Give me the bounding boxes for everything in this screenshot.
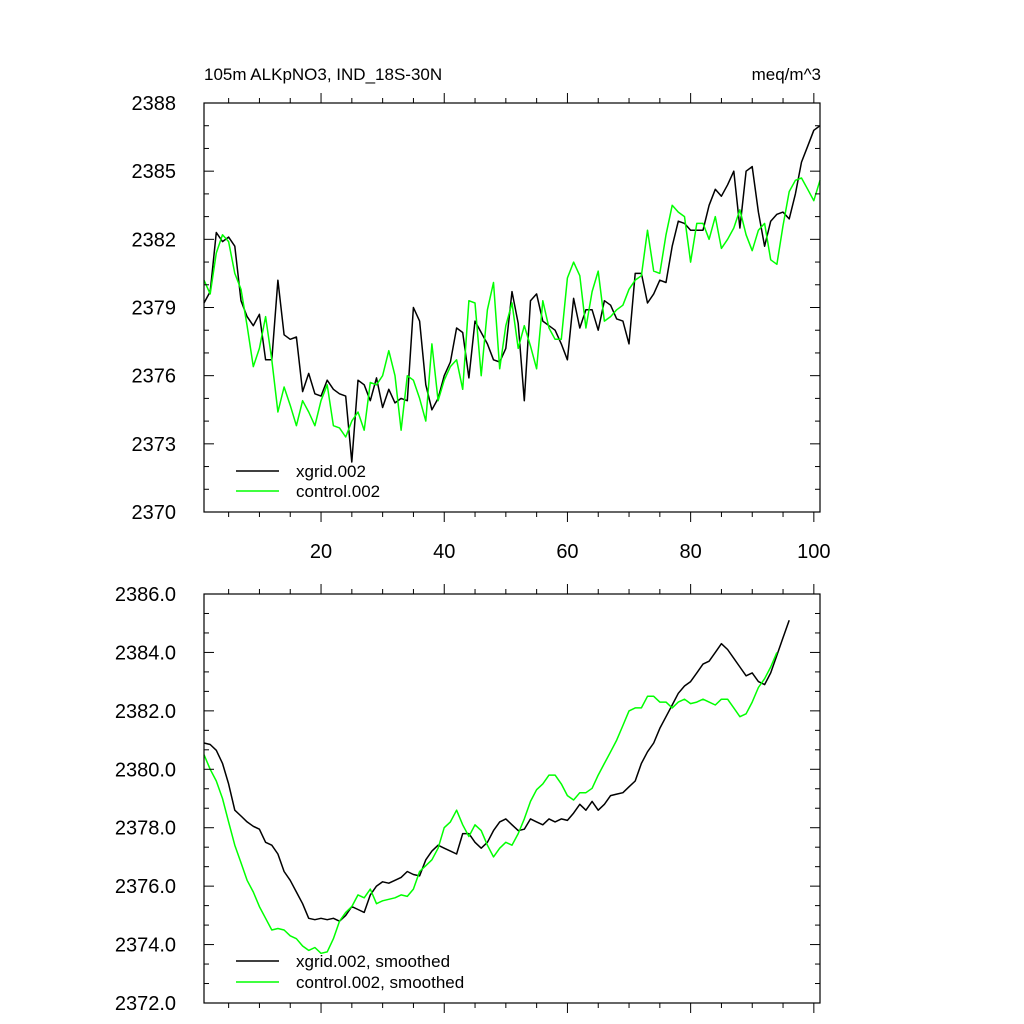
y-tick-label: 2384.0 (115, 642, 176, 664)
x-tick-label: 60 (556, 541, 578, 563)
y-tick-label: 2374.0 (115, 935, 176, 957)
y-tick-label: 2382 (132, 229, 177, 251)
top-axes: 2370 2373 2376 2379 2382 2385 2388 20 40 60 80 100 (132, 93, 831, 563)
legend-label-control: control.002 (296, 482, 380, 501)
y-tick-label: 2385 (132, 161, 177, 183)
top-legend: xgrid.002 control.002 (236, 462, 380, 501)
y-tick-label: 2376.0 (115, 876, 176, 898)
bottom-series-line-xgrid (203, 620, 790, 922)
bottom-series-lines (203, 620, 790, 955)
x-tick-label: 20 (310, 541, 332, 563)
top-series-line-xgrid (203, 125, 821, 463)
y-tick-label: 2382.0 (115, 701, 176, 723)
x-tick-label: 100 (797, 541, 830, 563)
y-tick-label: 2370 (132, 502, 177, 524)
x-tick-label: 80 (680, 541, 702, 563)
y-tick-label: 2373 (132, 434, 177, 456)
top-title: 105m ALKpNO3, IND_18S-30N (204, 65, 442, 84)
legend-label-xgrid: xgrid.002 (296, 462, 366, 481)
x-tick-label: 40 (433, 541, 455, 563)
top-series-line-control (203, 177, 821, 438)
y-tick-label: 2379 (132, 298, 177, 320)
y-tick-label: 2388 (132, 93, 177, 115)
top-units: meq/m^3 (752, 65, 821, 84)
legend-label-xgrid-smoothed: xgrid.002, smoothed (296, 952, 450, 971)
top-panel: 105m ALKpNO3, IND_18S-30N meq/m^3 237023… (132, 65, 831, 563)
bottom-series-line-control (203, 652, 778, 955)
bottom-plot-frame (203, 593, 821, 1004)
y-tick-label: 2386.0 (115, 584, 176, 606)
bottom-legend: xgrid.002, smoothed control.002, smoothe… (236, 952, 464, 992)
y-tick-label: 2378.0 (115, 818, 176, 840)
y-tick-label: 2380.0 (115, 759, 176, 781)
top-series-lines (203, 125, 821, 463)
bottom-axes: 2372.0 2374.0 2376.0 2378.0 2380.0 2382.0 2384… (115, 584, 820, 1015)
y-tick-label: 2372.0 (115, 993, 176, 1015)
y-tick-label: 2376 (132, 366, 177, 388)
legend-label-control-smoothed: control.002, smoothed (296, 973, 464, 992)
bottom-panel: 2372.0 2374.0 2376.0 2378.0 2380.0 2382.0 2384… (115, 584, 821, 1015)
